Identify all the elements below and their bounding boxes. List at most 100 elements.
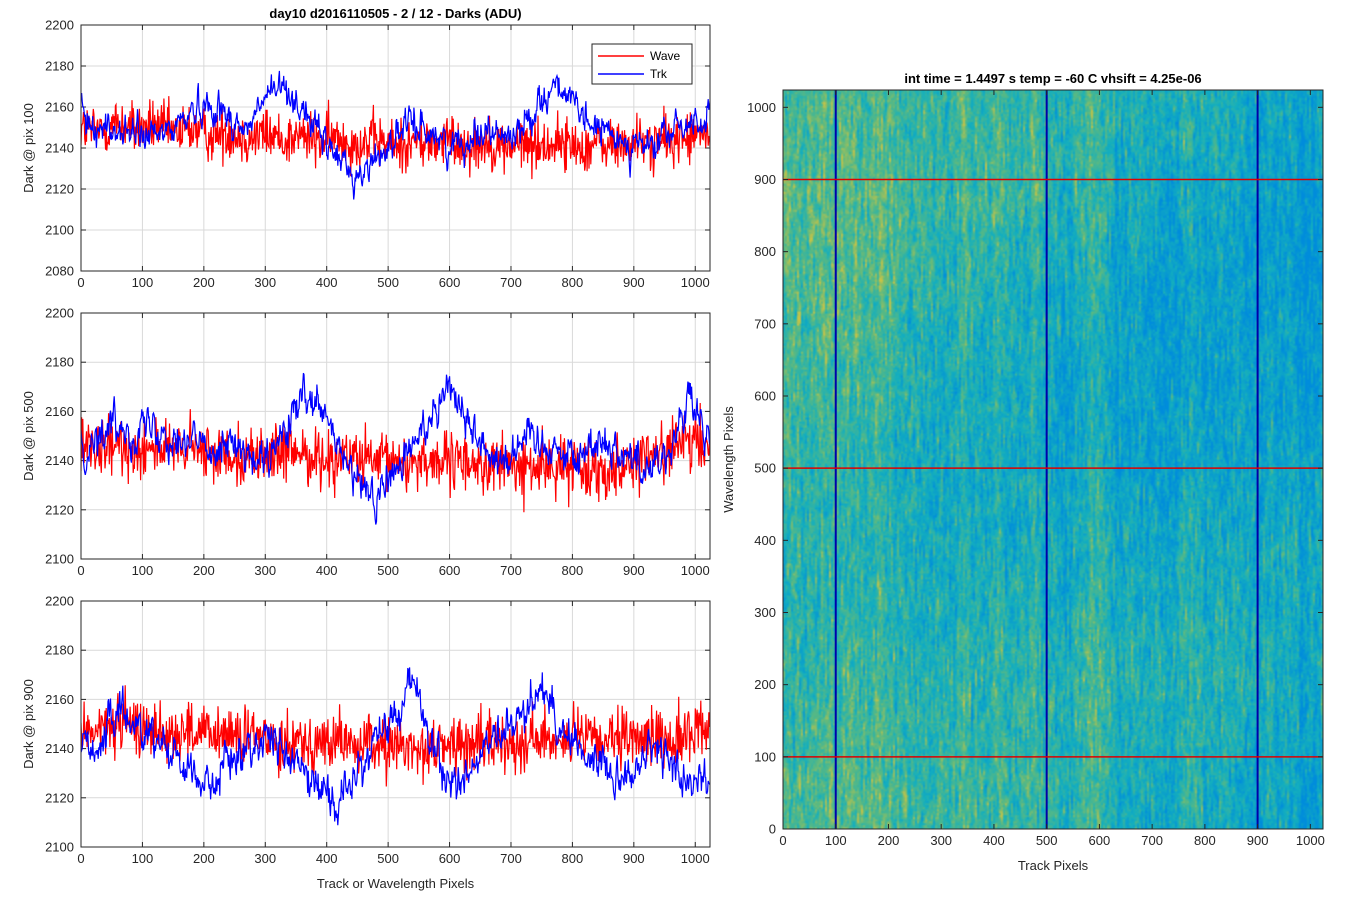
panel-3-axes: 0 100 200 300 400 500 600 700 800 900 1000 2100 2120…: [21, 594, 711, 891]
panel-1-series-trk-line: [81, 70, 710, 200]
heatmap-xtick-label: 900: [1247, 833, 1269, 848]
panel-2-xtick-label: 900: [623, 563, 645, 578]
panel-3-xtick-label: 400: [316, 851, 338, 866]
panel-2-ytick-label: 2200: [45, 306, 74, 321]
panel-2-ylabel: Dark @ pix 500: [21, 391, 36, 481]
heatmap-xtick-label: 600: [1089, 833, 1111, 848]
panel-3-frame: [80, 600, 711, 848]
panel-3-ytick-label: 2200: [45, 594, 74, 609]
panel-1-xtick-label: 200: [193, 275, 215, 290]
panel-2-xtick-label: 200: [193, 563, 215, 578]
panel-2-series-trk-line: [81, 372, 710, 525]
panel-2-xtick-label: 0: [77, 563, 84, 578]
panel-3-ytick-label: 2100: [45, 840, 74, 855]
heatmap-title: int time = 1.4497 s temp = -60 C vhsift …: [904, 71, 1201, 86]
legend-label-wave: Wave: [650, 49, 681, 63]
panel-2-series-wave-line: [81, 402, 710, 513]
heatmap-ytick-label: 900: [754, 172, 776, 187]
heatmap-xtick-label: 1000: [1296, 833, 1325, 848]
heatmap-ytick-label: 100: [754, 749, 776, 764]
panel-3-ylabel: Dark @ pix 900: [21, 679, 36, 769]
heatmap-ytick-label: 600: [754, 388, 776, 403]
panel-3-xtick-label: 700: [500, 851, 522, 866]
panel-1-title: day10 d2016110505 - 2 / 12 - Darks (ADU): [269, 6, 521, 21]
heatmap-xlabel: Track Pixels: [1018, 858, 1089, 873]
panel-3-ytick-label: 2180: [45, 643, 74, 658]
panel-1-ytick-label: 2140: [45, 141, 74, 156]
panel-2-xtick-label: 100: [132, 563, 154, 578]
panel-1-axes: 0 100 200 300 400 500 600 700 800 900 1000 2080 2100…: [21, 6, 711, 290]
panel-1-xtick-label: 800: [562, 275, 584, 290]
panel-2-ytick-label: 2160: [45, 404, 74, 419]
heatmap-xtick-label: 100: [825, 833, 847, 848]
panel-1-xtick-label: 100: [132, 275, 154, 290]
panel-1-ytick-label: 2160: [45, 100, 74, 115]
heatmap-ytick-label: 200: [754, 677, 776, 692]
legend-label-trk: Trk: [650, 67, 668, 81]
panel-3-xtick-label: 0: [77, 851, 84, 866]
panel-3-xtick-label: 100: [132, 851, 154, 866]
panel-1-ytick-label: 2180: [45, 59, 74, 74]
panel-1-ytick-label: 2200: [45, 18, 74, 33]
panel-1-ylabel: Dark @ pix 100: [21, 103, 36, 193]
panel-2-ytick-label: 2100: [45, 552, 74, 567]
heatmap-ytick-label: 300: [754, 605, 776, 620]
panel-1-xtick-label: 900: [623, 275, 645, 290]
heatmap-xtick-label: 700: [1141, 833, 1163, 848]
panel-1-xtick-label: 0: [77, 275, 84, 290]
panel-2-xtick-label: 700: [500, 563, 522, 578]
panel-3-xtick-label: 900: [623, 851, 645, 866]
panel-3-series-wave-line: [81, 685, 710, 787]
panel-2-frame: [80, 312, 711, 560]
heatmap-ytick-label: 700: [754, 316, 776, 331]
panel-3-ytick-label: 2160: [45, 692, 74, 707]
panel-3-ytick-label: 2140: [45, 741, 74, 756]
panel-1-xtick-label: 300: [254, 275, 276, 290]
panel-3-xtick-label: 500: [377, 851, 399, 866]
panel-3-xlabel: Track or Wavelength Pixels: [317, 876, 475, 891]
panel-1-ytick-label: 2080: [45, 264, 74, 279]
heatmap-image: [783, 90, 1323, 829]
panel-2-xtick-label: 500: [377, 563, 399, 578]
panel-1-xtick-label: 400: [316, 275, 338, 290]
panel-2-xtick-label: 400: [316, 563, 338, 578]
heatmap-xtick-label: 300: [930, 833, 952, 848]
heatmap-xtick-label: 200: [878, 833, 900, 848]
panel-3-xtick-label: 600: [439, 851, 461, 866]
panel-2-xtick-label: 800: [562, 563, 584, 578]
panel-3-xtick-label: 1000: [681, 851, 710, 866]
heatmap-ytick-label: 800: [754, 244, 776, 259]
panel-2-ytick-label: 2140: [45, 453, 74, 468]
panel-2-xtick-label: 1000: [681, 563, 710, 578]
heatmap-xtick-label: 500: [1036, 833, 1058, 848]
panel-1-xtick-label: 600: [439, 275, 461, 290]
panel-3-series-trk-line: [81, 667, 710, 826]
heatmap-xtick-label: 400: [983, 833, 1005, 848]
panel-2-xtick-label: 300: [254, 563, 276, 578]
heatmap-ytick-label: 1000: [747, 100, 776, 115]
heatmap-xtick-label: 800: [1194, 833, 1216, 848]
heatmap-frame: [782, 89, 1324, 830]
panel-1-xtick-label: 700: [500, 275, 522, 290]
panel-3-ytick-label: 2120: [45, 790, 74, 805]
heatmap-xtick-label: 0: [779, 833, 786, 848]
heatmap-axes: 0 100 200 300 400 500 600 700 800 900 1000 0 100 200 3…: [721, 71, 1325, 873]
panel-2-axes: 0 100 200 300 400 500 600 700 800 900 1000 2100 2120…: [21, 306, 711, 578]
panel-1-frame: [80, 24, 711, 272]
panel-2-ytick-label: 2120: [45, 502, 74, 517]
heatmap-ylabel: Wavelength Pixels: [721, 406, 736, 513]
panel-1-xtick-label: 1000: [681, 275, 710, 290]
panel-1-ytick-label: 2100: [45, 223, 74, 238]
panel-2-xtick-label: 600: [439, 563, 461, 578]
panel-1-ytick-label: 2120: [45, 182, 74, 197]
panel-3-xtick-label: 800: [562, 851, 584, 866]
panel-1-legend: Wave Trk: [591, 43, 693, 85]
panel-2-ytick-label: 2180: [45, 355, 74, 370]
panel-3-xtick-label: 200: [193, 851, 215, 866]
panel-1-xtick-label: 500: [377, 275, 399, 290]
panel-3-xtick-label: 300: [254, 851, 276, 866]
heatmap-ytick-label: 0: [769, 822, 776, 837]
heatmap-ytick-label: 500: [754, 461, 776, 476]
heatmap-ytick-label: 400: [754, 533, 776, 548]
